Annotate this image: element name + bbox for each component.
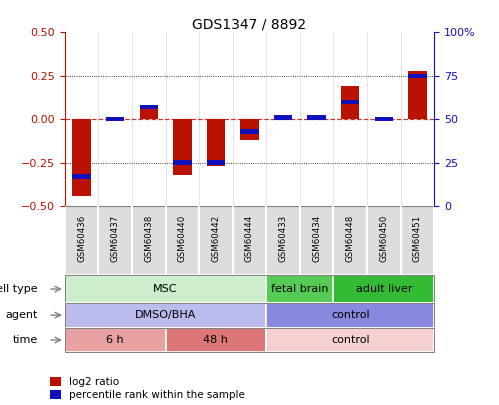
Text: GSM60437: GSM60437 [111, 214, 120, 262]
Text: GSM60440: GSM60440 [178, 214, 187, 262]
Text: 6 h: 6 h [106, 335, 124, 345]
Text: GSM60451: GSM60451 [413, 214, 422, 262]
Bar [72, 174, 91, 179]
Bar [266, 303, 434, 328]
Text: GSM60442: GSM60442 [212, 214, 221, 262]
Bar [173, 160, 192, 165]
Bar [173, 119, 192, 175]
Bar [140, 105, 158, 119]
Text: GSM60438: GSM60438 [144, 214, 153, 262]
Bar [341, 86, 359, 119]
Text: GSM60448: GSM60448 [346, 214, 355, 262]
Text: MSC: MSC [153, 284, 178, 294]
Bar [65, 275, 266, 303]
Text: fetal brain: fetal brain [271, 284, 329, 294]
Text: adult liver: adult liver [355, 284, 412, 294]
Bar [65, 303, 266, 328]
Bar [266, 275, 333, 303]
Bar [341, 100, 359, 104]
Bar [140, 105, 158, 109]
Bar [408, 74, 427, 78]
Bar [207, 119, 225, 166]
Bar [106, 117, 124, 121]
Title: GDS1347 / 8892: GDS1347 / 8892 [193, 17, 306, 31]
Text: control: control [331, 310, 370, 320]
Bar [307, 115, 326, 119]
Text: GSM60436: GSM60436 [77, 214, 86, 262]
Bar [72, 119, 91, 196]
Bar [240, 129, 258, 134]
Text: agent: agent [5, 310, 38, 320]
Bar [240, 119, 258, 140]
Bar [274, 115, 292, 119]
Bar [375, 117, 393, 121]
Text: time: time [13, 335, 38, 345]
Legend: log2 ratio, percentile rank within the sample: log2 ratio, percentile rank within the s… [50, 377, 245, 400]
Bar [333, 275, 434, 303]
Bar [166, 328, 266, 352]
Bar [207, 160, 225, 165]
Bar [65, 328, 166, 352]
Text: 48 h: 48 h [204, 335, 229, 345]
Text: cell type: cell type [0, 284, 38, 294]
Bar [307, 116, 326, 119]
Bar [266, 328, 434, 352]
Text: GSM60434: GSM60434 [312, 214, 321, 262]
Text: GSM60450: GSM60450 [379, 214, 388, 262]
Bar [408, 70, 427, 119]
Text: control: control [331, 335, 370, 345]
Text: GSM60444: GSM60444 [245, 214, 254, 262]
Text: DMSO/BHA: DMSO/BHA [135, 310, 196, 320]
Text: GSM60433: GSM60433 [278, 214, 287, 262]
